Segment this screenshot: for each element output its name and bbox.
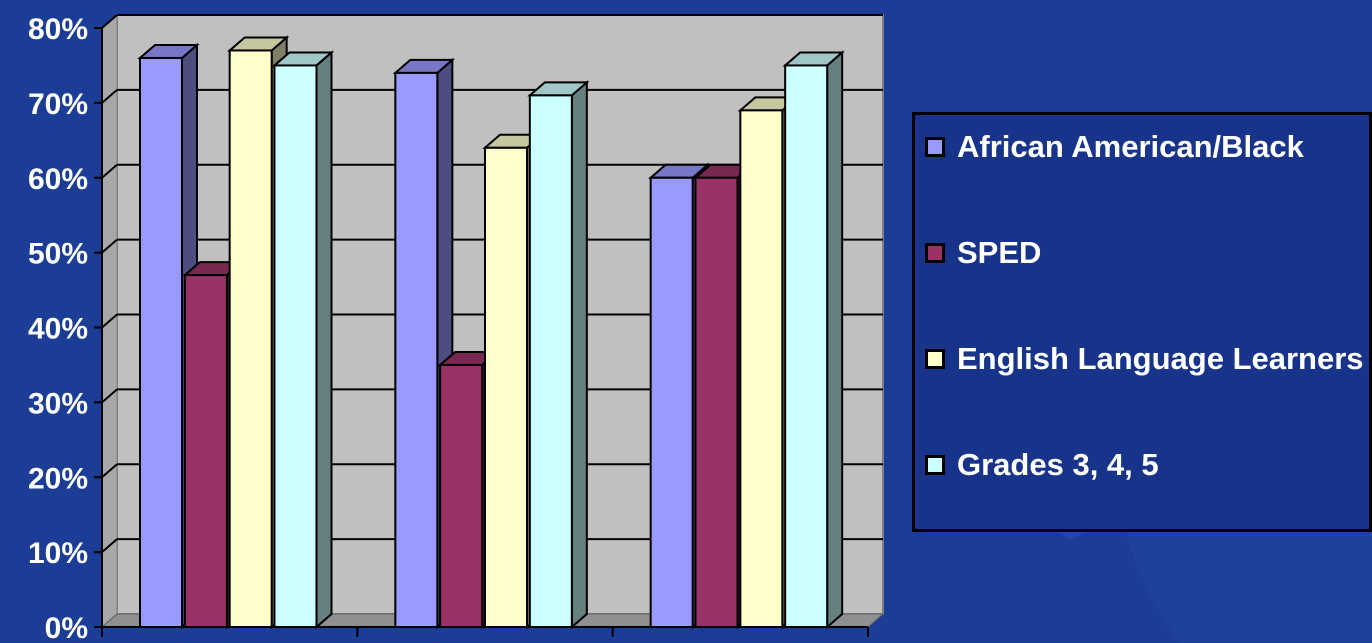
bar-front — [528, 94, 573, 628]
gridline-side — [101, 313, 118, 329]
legend: African American/Black SPED English Lang… — [912, 112, 1372, 532]
gridline-side — [101, 388, 118, 404]
bar-front — [439, 363, 484, 628]
y-tick-label: 20% — [28, 462, 88, 495]
y-tick-label: 10% — [28, 537, 88, 570]
gridline-side — [101, 89, 118, 104]
bar — [782, 50, 845, 630]
legend-label-grades: Grades 3, 4, 5 — [957, 447, 1159, 482]
bar-side — [570, 80, 588, 630]
bar-side — [315, 50, 333, 630]
bar-front — [228, 49, 273, 628]
legend-item-african-american: African American/Black — [925, 129, 1367, 165]
legend-item-sped: SPED — [925, 235, 1367, 271]
gridline-side — [101, 238, 118, 254]
y-tick-label: 50% — [28, 238, 88, 271]
y-tick-label: 0% — [45, 612, 88, 643]
y-tick-label: 70% — [28, 88, 88, 121]
legend-label-sped: SPED — [957, 235, 1042, 270]
legend-swatch-african-american — [925, 137, 945, 157]
bar-front — [139, 56, 183, 628]
bar — [271, 50, 335, 630]
bar-front — [694, 176, 739, 628]
legend-item-ell: English Language Learners — [925, 341, 1367, 377]
bar-front — [394, 71, 439, 629]
bar-front — [649, 176, 694, 628]
gridline-side — [101, 14, 118, 29]
legend-swatch-sped — [925, 243, 945, 263]
y-axis-tick-labels: 0% 10% 20% 30% 40% 50% 60% 70% 80% — [28, 13, 88, 643]
bar-front — [183, 274, 228, 628]
bar-side — [826, 50, 844, 630]
bars — [137, 35, 845, 630]
y-tick-label: 40% — [28, 313, 88, 346]
bar-front — [784, 64, 829, 628]
bar-front — [273, 64, 318, 628]
gridline-side — [101, 538, 118, 553]
legend-label-ell: English Language Learners — [957, 341, 1364, 376]
y-tick-label: 80% — [28, 13, 88, 46]
bar-front — [739, 109, 784, 629]
bar-front — [484, 146, 528, 629]
y-tick-label: 60% — [28, 163, 88, 196]
gridline-side — [101, 463, 118, 479]
y-tick-label: 30% — [28, 387, 88, 420]
gridline-side — [101, 163, 118, 179]
legend-item-grades: Grades 3, 4, 5 — [925, 447, 1367, 483]
legend-label-african-american: African American/Black — [957, 129, 1304, 164]
legend-swatch-ell — [925, 349, 945, 369]
bar — [527, 80, 590, 630]
legend-swatch-grades — [925, 455, 945, 475]
